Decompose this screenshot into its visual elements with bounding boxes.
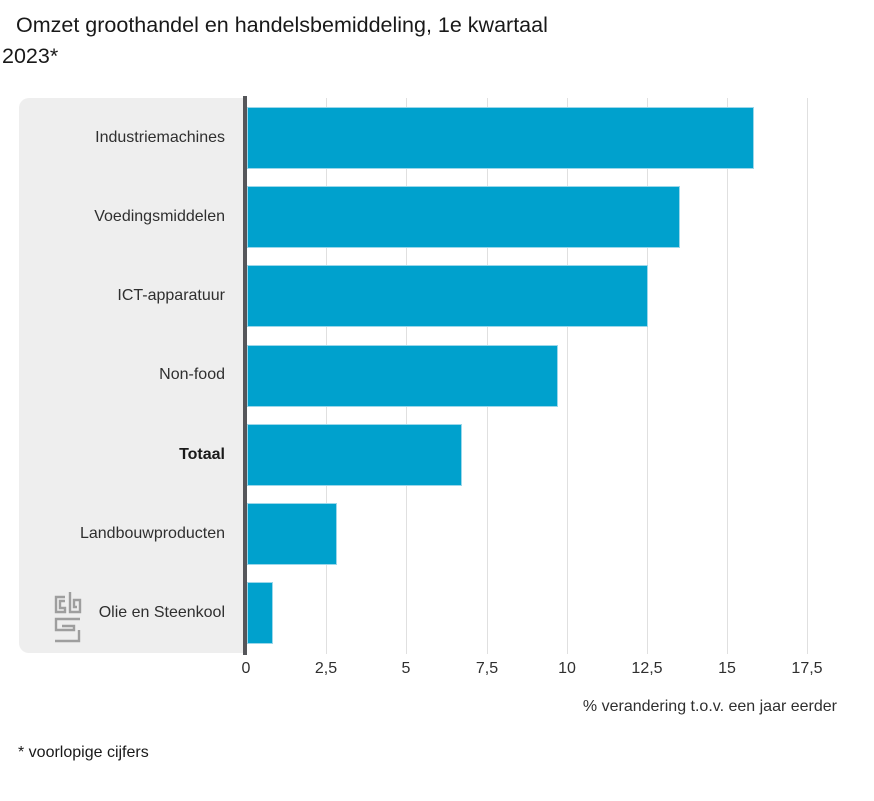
cbs-logo	[54, 592, 82, 643]
x-tick-label: 15	[718, 660, 736, 677]
chart-title-line2: 2023*	[2, 44, 59, 68]
category-label-panel	[19, 98, 246, 653]
y-axis-line	[243, 96, 247, 655]
x-tick-label: 2,5	[314, 660, 338, 677]
bar-voedingsmiddelen	[247, 185, 680, 248]
category-label-non-food: Non-food	[159, 366, 225, 384]
bar-ict-apparatuur	[247, 265, 648, 328]
x-tick-label: 17,5	[791, 660, 823, 677]
gridline	[567, 98, 568, 654]
gridline	[647, 98, 648, 654]
bar-totaal	[247, 423, 462, 486]
category-label-totaal: Totaal	[179, 445, 225, 463]
chart-title: Omzet groothandel en handelsbemiddeling,…	[2, 10, 852, 72]
bar-olie-en-steenkool	[247, 582, 273, 645]
category-label-olie-en-steenkool: Olie en Steenkool	[98, 604, 225, 622]
footnote: * voorlopige cijfers	[18, 744, 149, 761]
cbs-logo-c	[54, 595, 67, 614]
cbs-logo-s	[54, 617, 81, 643]
x-tick-label: 10	[558, 660, 576, 677]
x-tick-label: 5	[401, 660, 411, 677]
bar-landbouwproducten	[247, 503, 337, 566]
gridline	[807, 98, 808, 654]
x-tick-label: 12,5	[631, 660, 663, 677]
chart-title-line1: Omzet groothandel en handelsbemiddeling,…	[16, 13, 548, 37]
x-axis-title: % verandering t.o.v. een jaar eerder	[582, 698, 837, 715]
category-label-voedingsmiddelen: Voedingsmiddelen	[94, 207, 225, 225]
gridline	[727, 98, 728, 654]
cbs-logo-b	[68, 592, 82, 614]
x-tick-label: 7,5	[475, 660, 499, 677]
category-label-ict-apparatuur: ICT-apparatuur	[117, 287, 225, 305]
category-label-industriemachines: Industriemachines	[95, 128, 225, 146]
bar-industriemachines	[247, 106, 754, 169]
x-tick-label: 0	[241, 660, 251, 677]
bar-non-food	[247, 344, 558, 407]
category-label-landbouwproducten: Landbouwproducten	[79, 525, 225, 543]
